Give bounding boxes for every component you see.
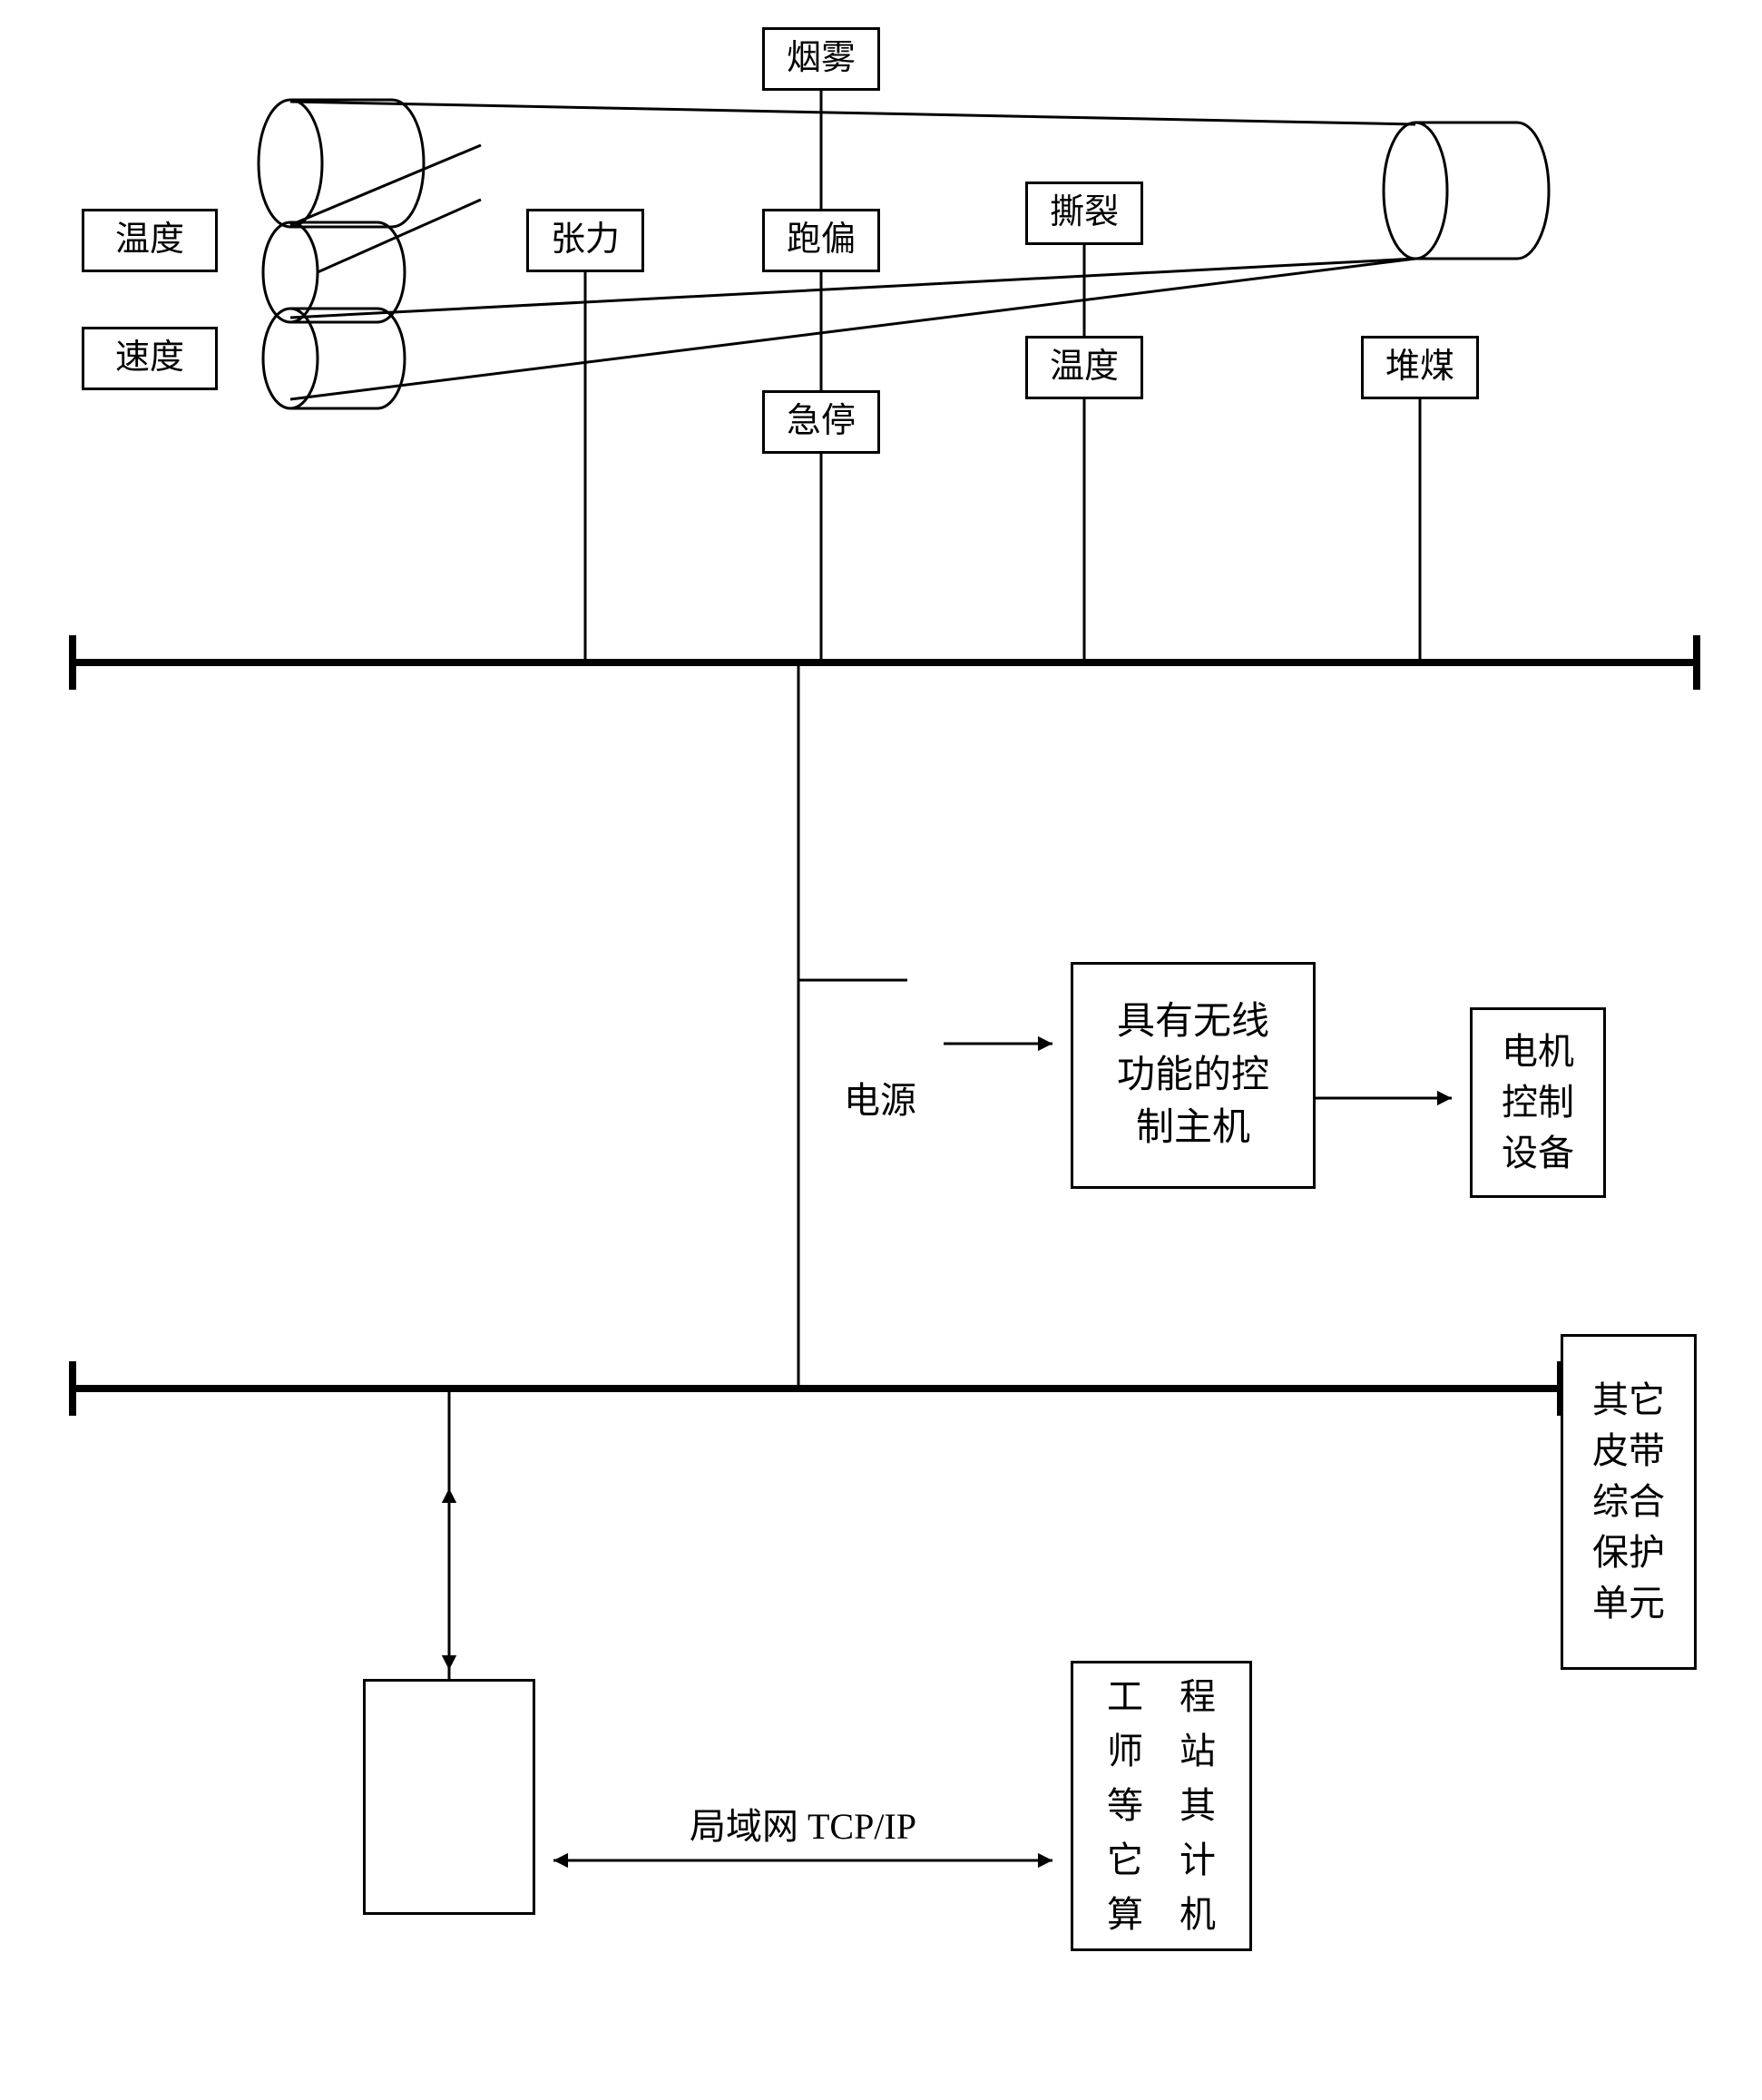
label-controller: 具有无线 功能的控 制主机: [1117, 996, 1269, 1155]
box-controller: 具有无线 功能的控 制主机: [1071, 962, 1316, 1189]
box-tear: 撕裂: [1025, 182, 1143, 245]
box-temperature-2: 温度: [1025, 336, 1143, 399]
label-temperature-1: 温度: [115, 216, 184, 264]
label-smoke: 烟雾: [787, 34, 856, 83]
box-blank-node: [363, 1679, 535, 1915]
label-estop: 急停: [787, 397, 856, 446]
box-other-belt-unit: 其它 皮带 综合 保护 单元: [1561, 1334, 1697, 1670]
box-estop: 急停: [762, 390, 880, 454]
belt-protection-diagram: 烟雾 温度 速度 张力 跑偏 撕裂 急停 温度 堆煤 具有无线 功能的控 制主机…: [0, 0, 1762, 2100]
box-motor-control: 电机 控制 设备: [1470, 1007, 1606, 1198]
label-speed: 速度: [115, 334, 184, 382]
box-temperature-1: 温度: [82, 209, 218, 272]
box-deviation: 跑偏: [762, 209, 880, 272]
label-tension: 张力: [551, 216, 620, 264]
label-tear: 撕裂: [1050, 189, 1119, 237]
label-deviation: 跑偏: [787, 216, 856, 264]
label-motor-control: 电机 控制 设备: [1502, 1026, 1574, 1179]
label-power: 电源: [844, 1071, 916, 1124]
box-speed: 速度: [82, 327, 218, 390]
label-other-belt-unit: 其它 皮带 综合 保护 单元: [1592, 1375, 1665, 1629]
label-temperature-2: 温度: [1050, 343, 1119, 391]
box-smoke: 烟雾: [762, 27, 880, 91]
box-engineer-station: 工 程 师 站 等 其 它 计 算 机: [1071, 1661, 1252, 1951]
label-lan: 局域网 TCP/IP: [690, 1797, 916, 1850]
label-coal-pile: 堆煤: [1385, 343, 1454, 391]
box-tension: 张力: [526, 209, 644, 272]
label-engineer-station: 工 程 师 站 等 其 它 计 算 机: [1107, 1670, 1216, 1942]
box-coal-pile: 堆煤: [1361, 336, 1479, 399]
